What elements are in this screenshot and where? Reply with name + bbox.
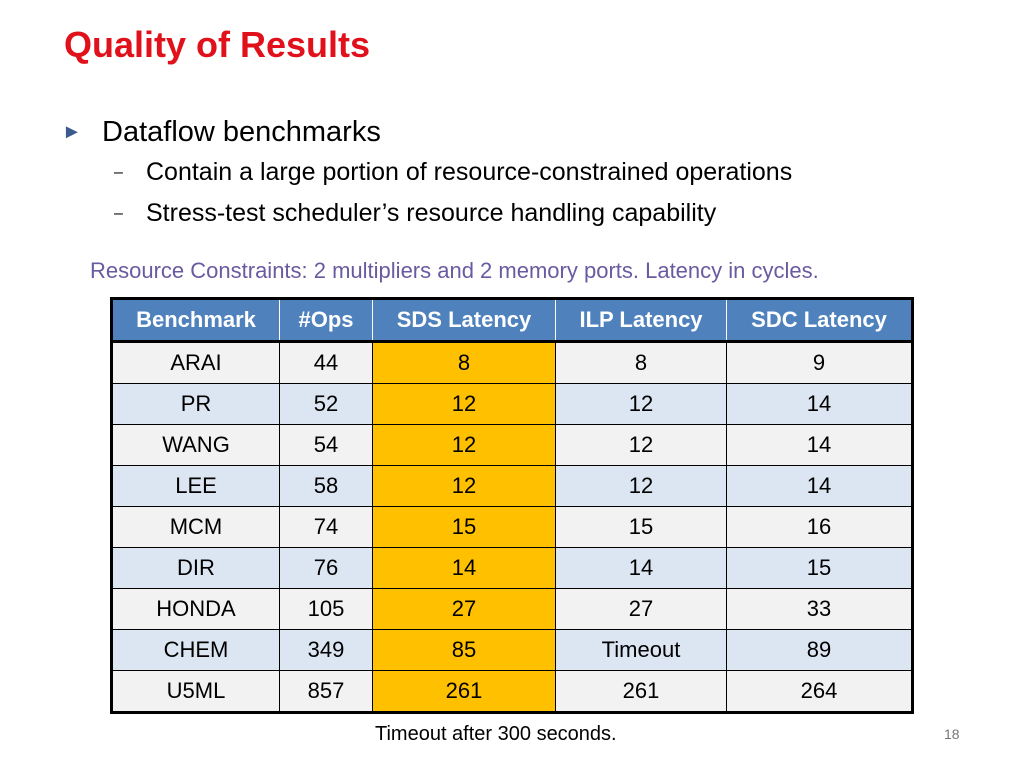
benchmark-cell: HONDA xyxy=(111,588,280,630)
bullet-main-text: Dataflow benchmarks xyxy=(102,115,381,148)
bullet-main: ► Dataflow benchmarks xyxy=(62,112,792,152)
benchmark-cell: CHEM xyxy=(111,629,280,671)
ilp-latency-cell: 15 xyxy=(555,506,727,548)
benchmark-cell: MCM xyxy=(111,506,280,548)
ops-cell: 349 xyxy=(279,629,373,671)
results-table: Benchmark #Ops SDS Latency ILP Latency S… xyxy=(110,297,914,714)
header-ilp-latency: ILP Latency xyxy=(555,298,727,343)
sub-bullet: – Stress-test scheduler’s resource handl… xyxy=(114,193,792,234)
sds-latency-cell: 8 xyxy=(372,341,556,384)
sdc-latency-cell: 14 xyxy=(726,465,913,507)
table-row: LEE 58 12 12 14 xyxy=(111,465,913,507)
ops-cell: 857 xyxy=(279,670,373,713)
benchmark-cell: LEE xyxy=(111,465,280,507)
timeout-note: Timeout after 300 seconds. xyxy=(375,723,617,745)
ops-cell: 105 xyxy=(279,588,373,630)
table-row: ARAI 44 8 8 9 xyxy=(111,341,913,384)
sdc-latency-cell: 33 xyxy=(726,588,913,630)
header-sdc-latency: SDC Latency xyxy=(726,298,913,343)
ilp-latency-cell: 27 xyxy=(555,588,727,630)
table-body: ARAI 44 8 8 9 PR 52 12 12 14 WANG 54 12 12 14 LEE 58 12 12… xyxy=(111,341,913,713)
ilp-latency-cell: 12 xyxy=(555,424,727,466)
benchmark-cell: DIR xyxy=(111,547,280,589)
sdc-latency-cell: 9 xyxy=(726,341,913,384)
header-sds-latency: SDS Latency xyxy=(372,298,556,343)
table-row: DIR 76 14 14 15 xyxy=(111,547,913,589)
sds-latency-cell: 12 xyxy=(372,424,556,466)
ilp-latency-cell: 12 xyxy=(555,383,727,425)
sds-latency-cell: 15 xyxy=(372,506,556,548)
sub-bullet: – Contain a large portion of resource-co… xyxy=(114,152,792,193)
ops-cell: 58 xyxy=(279,465,373,507)
table-row: MCM 74 15 15 16 xyxy=(111,506,913,548)
sdc-latency-cell: 14 xyxy=(726,424,913,466)
sdc-latency-cell: 264 xyxy=(726,670,913,713)
sds-latency-cell: 14 xyxy=(372,547,556,589)
constraint-note: Resource Constraints: 2 multipliers and … xyxy=(90,258,819,283)
table-header-row: Benchmark #Ops SDS Latency ILP Latency S… xyxy=(111,298,913,343)
benchmark-cell: ARAI xyxy=(111,341,280,384)
table-row: HONDA 105 27 27 33 xyxy=(111,588,913,630)
ops-cell: 74 xyxy=(279,506,373,548)
header-benchmark: Benchmark xyxy=(111,298,280,343)
page-number: 18 xyxy=(944,726,960,742)
sds-latency-cell: 85 xyxy=(372,629,556,671)
sdc-latency-cell: 16 xyxy=(726,506,913,548)
sds-latency-cell: 12 xyxy=(372,465,556,507)
bullet-list: ► Dataflow benchmarks – Contain a large … xyxy=(62,112,792,234)
header-ops: #Ops xyxy=(279,298,373,343)
sds-latency-cell: 261 xyxy=(372,670,556,713)
dash-bullet-icon: – xyxy=(114,204,123,222)
ops-cell: 76 xyxy=(279,547,373,589)
sub-bullet-text: Stress-test scheduler’s resource handlin… xyxy=(146,199,717,227)
benchmark-cell: U5ML xyxy=(111,670,280,713)
benchmark-cell: WANG xyxy=(111,424,280,466)
ops-cell: 44 xyxy=(279,341,373,384)
sds-latency-cell: 27 xyxy=(372,588,556,630)
sds-latency-cell: 12 xyxy=(372,383,556,425)
table-row: U5ML 857 261 261 264 xyxy=(111,670,913,713)
slide-title: Quality of Results xyxy=(64,24,371,65)
sub-bullet-text: Contain a large portion of resource-cons… xyxy=(146,158,793,186)
ilp-latency-cell: 12 xyxy=(555,465,727,507)
triangle-bullet-icon: ► xyxy=(62,120,82,143)
ilp-latency-cell: 261 xyxy=(555,670,727,713)
sdc-latency-cell: 14 xyxy=(726,383,913,425)
benchmark-cell: PR xyxy=(111,383,280,425)
sdc-latency-cell: 89 xyxy=(726,629,913,671)
table-row: WANG 54 12 12 14 xyxy=(111,424,913,466)
sdc-latency-cell: 15 xyxy=(726,547,913,589)
table-row: PR 52 12 12 14 xyxy=(111,383,913,425)
ilp-latency-cell: Timeout xyxy=(555,629,727,671)
dash-bullet-icon: – xyxy=(114,163,123,181)
ilp-latency-cell: 14 xyxy=(555,547,727,589)
ops-cell: 52 xyxy=(279,383,373,425)
ops-cell: 54 xyxy=(279,424,373,466)
ilp-latency-cell: 8 xyxy=(555,341,727,384)
table-row: CHEM 349 85 Timeout 89 xyxy=(111,629,913,671)
